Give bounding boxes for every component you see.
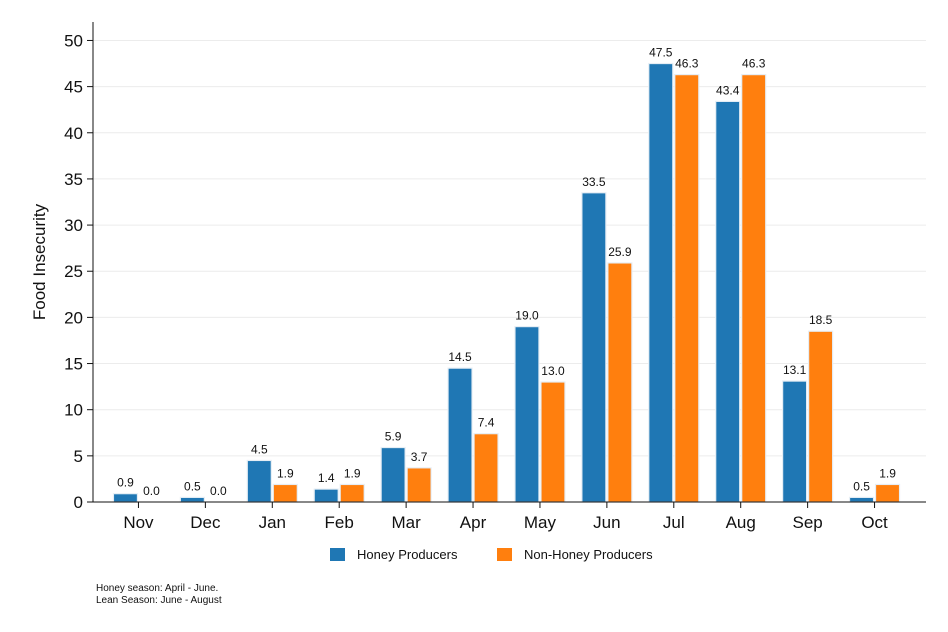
data-label: 14.5 — [448, 350, 472, 364]
bar — [674, 74, 700, 503]
x-tick-label: Mar — [391, 513, 421, 532]
bar — [313, 488, 339, 503]
note-lean-season: Lean Season: June - August — [96, 595, 222, 606]
data-label: 47.5 — [649, 46, 673, 60]
bar — [272, 483, 298, 503]
data-label: 46.3 — [675, 57, 699, 71]
bars — [112, 62, 901, 503]
x-tick-label: Sep — [793, 513, 823, 532]
gridlines — [93, 39, 926, 457]
x-tick-label: Jun — [593, 513, 620, 532]
data-label: 0.5 — [184, 479, 201, 493]
bar — [581, 192, 607, 503]
y-tick-label: 25 — [64, 262, 83, 281]
bar — [514, 326, 540, 503]
legend-swatch — [330, 548, 345, 561]
data-label: 1.9 — [879, 466, 896, 480]
y-tick-label: 40 — [64, 124, 83, 143]
legend-label: Non-Honey Producers — [524, 547, 653, 562]
data-label: 0.0 — [143, 484, 160, 498]
data-label: 1.4 — [318, 471, 335, 485]
bar — [540, 381, 566, 503]
data-label: 13.1 — [783, 363, 807, 377]
bar — [406, 467, 432, 503]
bar — [848, 496, 875, 503]
bar — [648, 62, 674, 503]
x-tick-label: Feb — [325, 513, 354, 532]
y-tick-label: 15 — [64, 355, 83, 374]
bar — [808, 330, 834, 503]
note-honey-season: Honey season: April - June. — [96, 583, 219, 594]
data-label: 0.5 — [853, 479, 870, 493]
x-tick-label: Nov — [123, 513, 154, 532]
data-label: 1.9 — [277, 466, 294, 480]
y-tick-label: 35 — [64, 170, 83, 189]
data-label: 1.9 — [344, 466, 361, 480]
data-label: 18.5 — [809, 313, 833, 327]
x-tick-label: Jan — [259, 513, 286, 532]
y-tick-label: 30 — [64, 216, 83, 235]
data-label: 46.3 — [742, 57, 766, 71]
data-labels: 0.9 0.0 0.5 0.0 4.5 1.9 1.4 1.9 5.9 3.7 14.5 7.4 19.… — [117, 46, 896, 498]
bar — [607, 262, 633, 503]
y-tick-label: 50 — [64, 31, 83, 50]
x-tick-label: Aug — [726, 513, 756, 532]
data-label: 0.0 — [210, 484, 227, 498]
bar — [179, 496, 205, 503]
legend: Honey Producers Non-Honey Producers — [330, 547, 653, 562]
data-label: 43.4 — [716, 83, 740, 97]
data-label: 13.0 — [541, 364, 565, 378]
bar — [782, 380, 808, 503]
legend-label: Honey Producers — [357, 547, 458, 562]
bar — [380, 446, 406, 503]
data-label: 7.4 — [478, 416, 495, 430]
y-tick-label: 20 — [64, 308, 83, 327]
x-tick-label: Oct — [861, 513, 888, 532]
x-tick-label: Apr — [460, 513, 487, 532]
y-tick-label: 0 — [74, 493, 83, 512]
data-label: 33.5 — [582, 175, 606, 189]
x-tick-label: Dec — [190, 513, 221, 532]
y-tick-label: 45 — [64, 78, 83, 97]
bar — [246, 459, 272, 503]
bar — [874, 483, 901, 503]
bar — [741, 74, 767, 503]
data-label: 25.9 — [608, 245, 632, 259]
bar — [112, 493, 139, 503]
bar — [715, 100, 741, 503]
x-tick-label: May — [524, 513, 557, 532]
data-label: 0.9 — [117, 476, 134, 490]
bar — [447, 367, 473, 503]
y-tick-label: 5 — [74, 447, 83, 466]
y-tick-label: 10 — [64, 401, 83, 420]
x-tick-label: Jul — [663, 513, 685, 532]
data-label: 4.5 — [251, 442, 268, 456]
y-axis-label: Food Insecurity — [30, 203, 49, 320]
data-label: 3.7 — [411, 450, 428, 464]
legend-swatch — [497, 548, 512, 561]
bar — [339, 483, 365, 503]
bar — [473, 433, 499, 503]
data-label: 19.0 — [515, 309, 539, 323]
axes: 0 5 10 15 20 25 30 35 40 45 50 Nov Dec Jan Feb Mar Apr Ma… — [64, 22, 926, 532]
data-label: 5.9 — [385, 430, 402, 444]
